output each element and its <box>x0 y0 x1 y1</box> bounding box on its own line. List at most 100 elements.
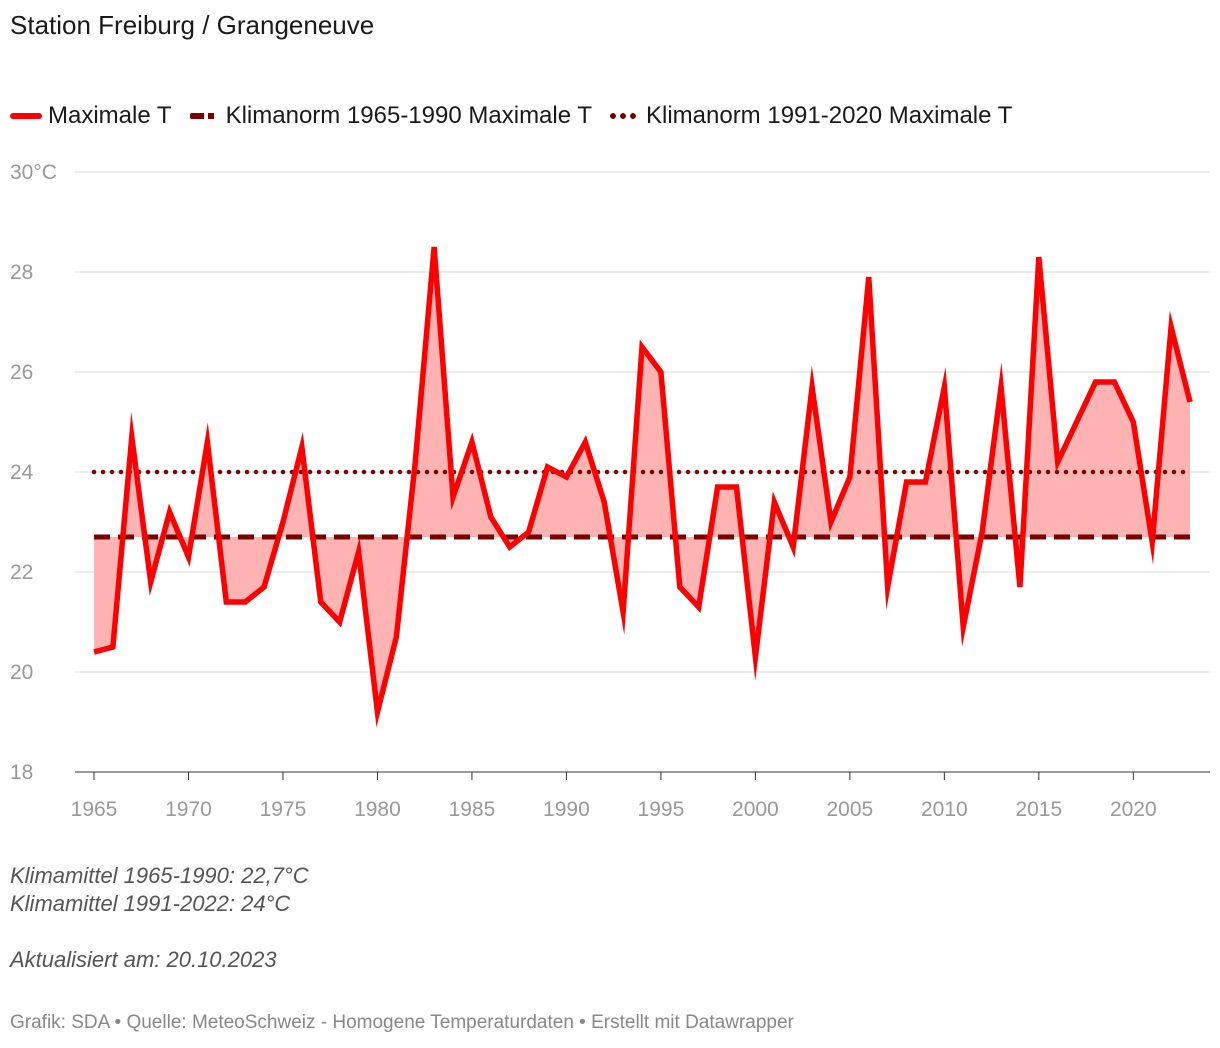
data-point <box>129 435 134 440</box>
x-tick-label: 1995 <box>638 798 685 821</box>
data-point <box>810 385 815 390</box>
maximale-t-line <box>93 246 1193 728</box>
legend: Maximale T Klimanorm 1965-1990 Maximale … <box>10 102 1030 130</box>
x-tick-label: 2000 <box>732 798 779 821</box>
data-point <box>1188 400 1193 405</box>
y-tick-label: 18 <box>10 761 33 784</box>
data-point <box>110 645 115 650</box>
data-point <box>205 440 210 445</box>
data-point <box>148 580 153 585</box>
x-axis: 1965 1970 1975 1980 1985 1990 1995 2000 2005 2010… <box>71 772 1157 821</box>
data-point <box>658 370 663 375</box>
x-tick-label: 2020 <box>1110 798 1157 821</box>
data-point <box>167 510 172 515</box>
data-point <box>583 440 588 445</box>
line-chart: 18 20 22 24 26 28 30°C 1965 1970 1975 1980 1985 199… <box>10 161 1210 821</box>
y-tick-label: 30°C <box>10 161 57 184</box>
data-point <box>961 625 966 630</box>
data-point <box>1150 540 1155 545</box>
deviation-area <box>94 247 1190 712</box>
data-point <box>526 530 531 535</box>
data-point <box>677 585 682 590</box>
y-tick-label: 24 <box>10 461 34 484</box>
data-point <box>640 345 645 350</box>
data-point <box>413 460 418 465</box>
chart-notes: Klimamittel 1965-1990: 22,7°C Klimamitte… <box>10 862 309 974</box>
data-point <box>772 500 777 505</box>
data-point <box>602 500 607 505</box>
data-point <box>904 480 909 485</box>
legend-item-norm-1965-1990: Klimanorm 1965-1990 Maximale T <box>189 102 592 130</box>
data-point <box>1017 585 1022 590</box>
x-tick-label: 2015 <box>1015 798 1062 821</box>
data-point <box>1074 420 1079 425</box>
data-point <box>1093 380 1098 385</box>
x-tick-label: 1980 <box>354 798 401 821</box>
data-point <box>337 620 342 625</box>
data-point <box>375 710 380 715</box>
data-point <box>999 385 1004 390</box>
data-point <box>847 475 852 480</box>
x-tick-label: 1975 <box>260 798 307 821</box>
legend-label-norm-1991-2020: Klimanorm 1991-2020 Maximale T <box>645 102 1013 129</box>
data-point <box>980 530 985 535</box>
data-point <box>262 585 267 590</box>
x-tick-label: 1990 <box>543 798 590 821</box>
data-point <box>488 515 493 520</box>
data-point <box>318 600 323 605</box>
legend-label-maximale-t: Maximale T <box>48 102 172 129</box>
y-tick-label: 22 <box>10 561 33 584</box>
data-point <box>394 635 399 640</box>
data-point <box>564 475 569 480</box>
x-tick-label: 1985 <box>449 798 496 821</box>
data-point <box>1112 380 1117 385</box>
data-point <box>1055 460 1060 465</box>
x-tick-label: 1970 <box>165 798 212 821</box>
data-point <box>696 605 701 610</box>
legend-item-maximale-t: Maximale T <box>10 102 172 130</box>
legend-swatch-solid-icon <box>10 113 42 119</box>
data-point <box>507 545 512 550</box>
data-point <box>1036 255 1041 260</box>
data-point <box>753 655 758 660</box>
legend-label-norm-1965-1990: Klimanorm 1965-1990 Maximale T <box>225 102 592 129</box>
data-point <box>715 485 720 490</box>
data-point <box>243 600 248 605</box>
data-point <box>356 550 361 555</box>
source-footer: Grafik: SDA • Quelle: MeteoSchweiz - Hom… <box>10 1012 794 1033</box>
y-axis: 18 20 22 24 26 28 30°C <box>10 161 57 784</box>
note-updated: Aktualisiert am: 20.10.2023 <box>10 947 277 972</box>
data-point <box>791 545 796 550</box>
chart-title: Station Freiburg / Grangeneuve <box>10 10 375 40</box>
data-point <box>621 610 626 615</box>
data-point <box>923 480 928 485</box>
note-klimamittel-1965-1990: Klimamittel 1965-1990: 22,7°C <box>10 863 309 888</box>
legend-swatch-dashed-icon <box>189 113 220 119</box>
data-point <box>299 445 304 450</box>
x-tick-label: 2010 <box>921 798 968 821</box>
data-point <box>942 385 947 390</box>
data-point <box>734 485 739 490</box>
data-point <box>1131 420 1136 425</box>
data-point <box>224 600 229 605</box>
y-tick-label: 20 <box>10 661 33 684</box>
data-point <box>92 650 97 655</box>
data-point <box>432 245 437 250</box>
y-tick-label: 28 <box>10 261 33 284</box>
data-point <box>186 555 191 560</box>
legend-item-norm-1991-2020: Klimanorm 1991-2020 Maximale T <box>609 102 1013 130</box>
x-tick-label: 1965 <box>71 798 118 821</box>
legend-swatch-dotted-icon <box>609 113 640 119</box>
data-point <box>280 520 285 525</box>
data-point <box>828 520 833 525</box>
x-tick-label: 2005 <box>827 798 874 821</box>
data-point <box>545 465 550 470</box>
note-klimamittel-1991-2022: Klimamittel 1991-2022: 24°C <box>10 891 291 916</box>
data-point <box>866 275 871 280</box>
data-point <box>451 495 456 500</box>
plot-area <box>91 245 1193 728</box>
data-point <box>1169 325 1174 330</box>
data-point <box>885 585 890 590</box>
data-point <box>469 440 474 445</box>
y-tick-label: 26 <box>10 361 33 384</box>
